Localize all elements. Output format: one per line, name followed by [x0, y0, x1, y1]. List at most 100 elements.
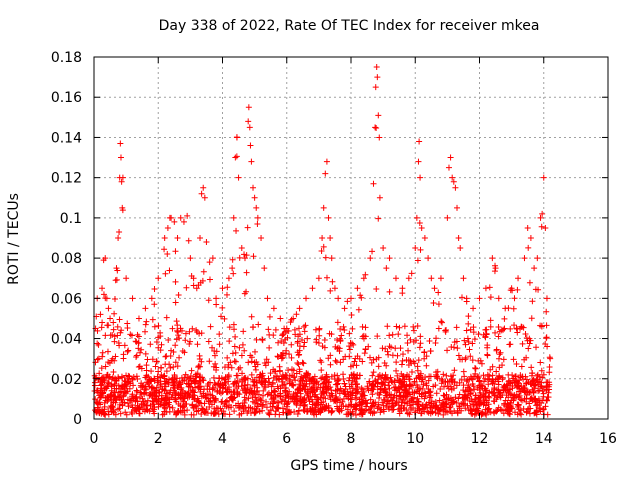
data-point	[169, 325, 176, 332]
data-point	[125, 347, 132, 354]
data-point	[226, 324, 233, 331]
data-point	[123, 411, 130, 418]
data-point	[430, 383, 437, 390]
data-point	[130, 382, 137, 389]
data-point	[537, 359, 544, 366]
data-point	[531, 265, 538, 272]
data-point	[501, 315, 508, 322]
data-point	[242, 385, 249, 392]
data-point	[406, 381, 413, 388]
data-point	[99, 285, 106, 292]
data-point	[467, 326, 474, 333]
data-point	[172, 342, 179, 349]
data-point	[289, 381, 296, 388]
data-point	[245, 359, 252, 366]
data-point	[359, 323, 366, 330]
data-point	[226, 388, 233, 395]
data-point	[117, 388, 124, 395]
data-point	[244, 381, 251, 388]
data-point	[180, 394, 187, 401]
data-point	[238, 245, 245, 252]
data-point	[195, 385, 202, 392]
data-point	[266, 313, 273, 320]
data-point	[212, 395, 219, 402]
data-point	[270, 400, 277, 407]
data-point	[252, 409, 259, 416]
data-point	[253, 336, 260, 343]
data-point	[157, 329, 164, 336]
data-point	[192, 403, 199, 410]
data-point	[491, 268, 498, 275]
data-point	[453, 382, 460, 389]
data-point	[472, 397, 479, 404]
data-point	[192, 380, 199, 387]
data-point	[495, 404, 502, 411]
data-point	[251, 409, 258, 416]
data-point	[301, 408, 308, 415]
data-point	[388, 397, 395, 404]
data-point	[382, 371, 389, 378]
data-point	[98, 324, 105, 331]
data-point	[113, 396, 120, 403]
data-point	[144, 356, 151, 363]
data-point	[205, 398, 212, 405]
data-point	[415, 357, 422, 364]
data-point	[139, 395, 146, 402]
data-point	[342, 403, 349, 410]
data-point	[417, 246, 424, 253]
data-point	[537, 214, 544, 221]
data-point	[451, 339, 458, 346]
data-point	[480, 372, 487, 379]
data-point	[323, 274, 330, 281]
data-point	[402, 393, 409, 400]
data-point	[288, 354, 295, 361]
data-point	[299, 385, 306, 392]
data-point	[496, 351, 503, 358]
data-point	[148, 295, 155, 302]
data-point	[225, 275, 232, 282]
data-point	[315, 275, 322, 282]
data-point	[492, 329, 499, 336]
data-point	[174, 363, 181, 370]
data-point	[111, 389, 118, 396]
data-point	[386, 379, 393, 386]
data-point	[455, 235, 462, 241]
data-point	[447, 154, 454, 161]
data-point	[167, 364, 174, 371]
data-point	[452, 394, 459, 401]
data-point	[441, 392, 448, 399]
data-point	[122, 381, 129, 388]
data-point	[94, 327, 101, 334]
data-point	[414, 257, 421, 264]
data-point	[530, 389, 537, 396]
data-point	[449, 378, 456, 385]
data-point	[514, 381, 521, 388]
data-point	[245, 395, 252, 402]
data-point	[193, 285, 200, 292]
data-point	[421, 235, 428, 241]
data-point	[190, 388, 197, 395]
data-point	[291, 373, 298, 380]
data-point	[256, 374, 263, 381]
data-point	[185, 237, 192, 244]
data-point	[235, 366, 242, 373]
data-point	[337, 385, 344, 392]
data-point	[393, 367, 400, 374]
data-point	[375, 401, 382, 408]
data-point	[540, 406, 547, 413]
data-point	[265, 326, 272, 333]
data-point	[142, 350, 149, 357]
data-point	[213, 301, 220, 308]
data-point	[128, 409, 135, 416]
data-point	[389, 403, 396, 410]
data-point	[461, 373, 468, 380]
data-point	[100, 291, 107, 298]
data-point	[258, 401, 265, 408]
data-point	[231, 343, 238, 350]
data-point	[432, 403, 439, 410]
data-point	[471, 386, 478, 393]
y-tick-label: 0.1	[60, 211, 82, 227]
data-point	[177, 325, 184, 332]
data-point	[206, 358, 213, 365]
data-point	[506, 411, 513, 418]
